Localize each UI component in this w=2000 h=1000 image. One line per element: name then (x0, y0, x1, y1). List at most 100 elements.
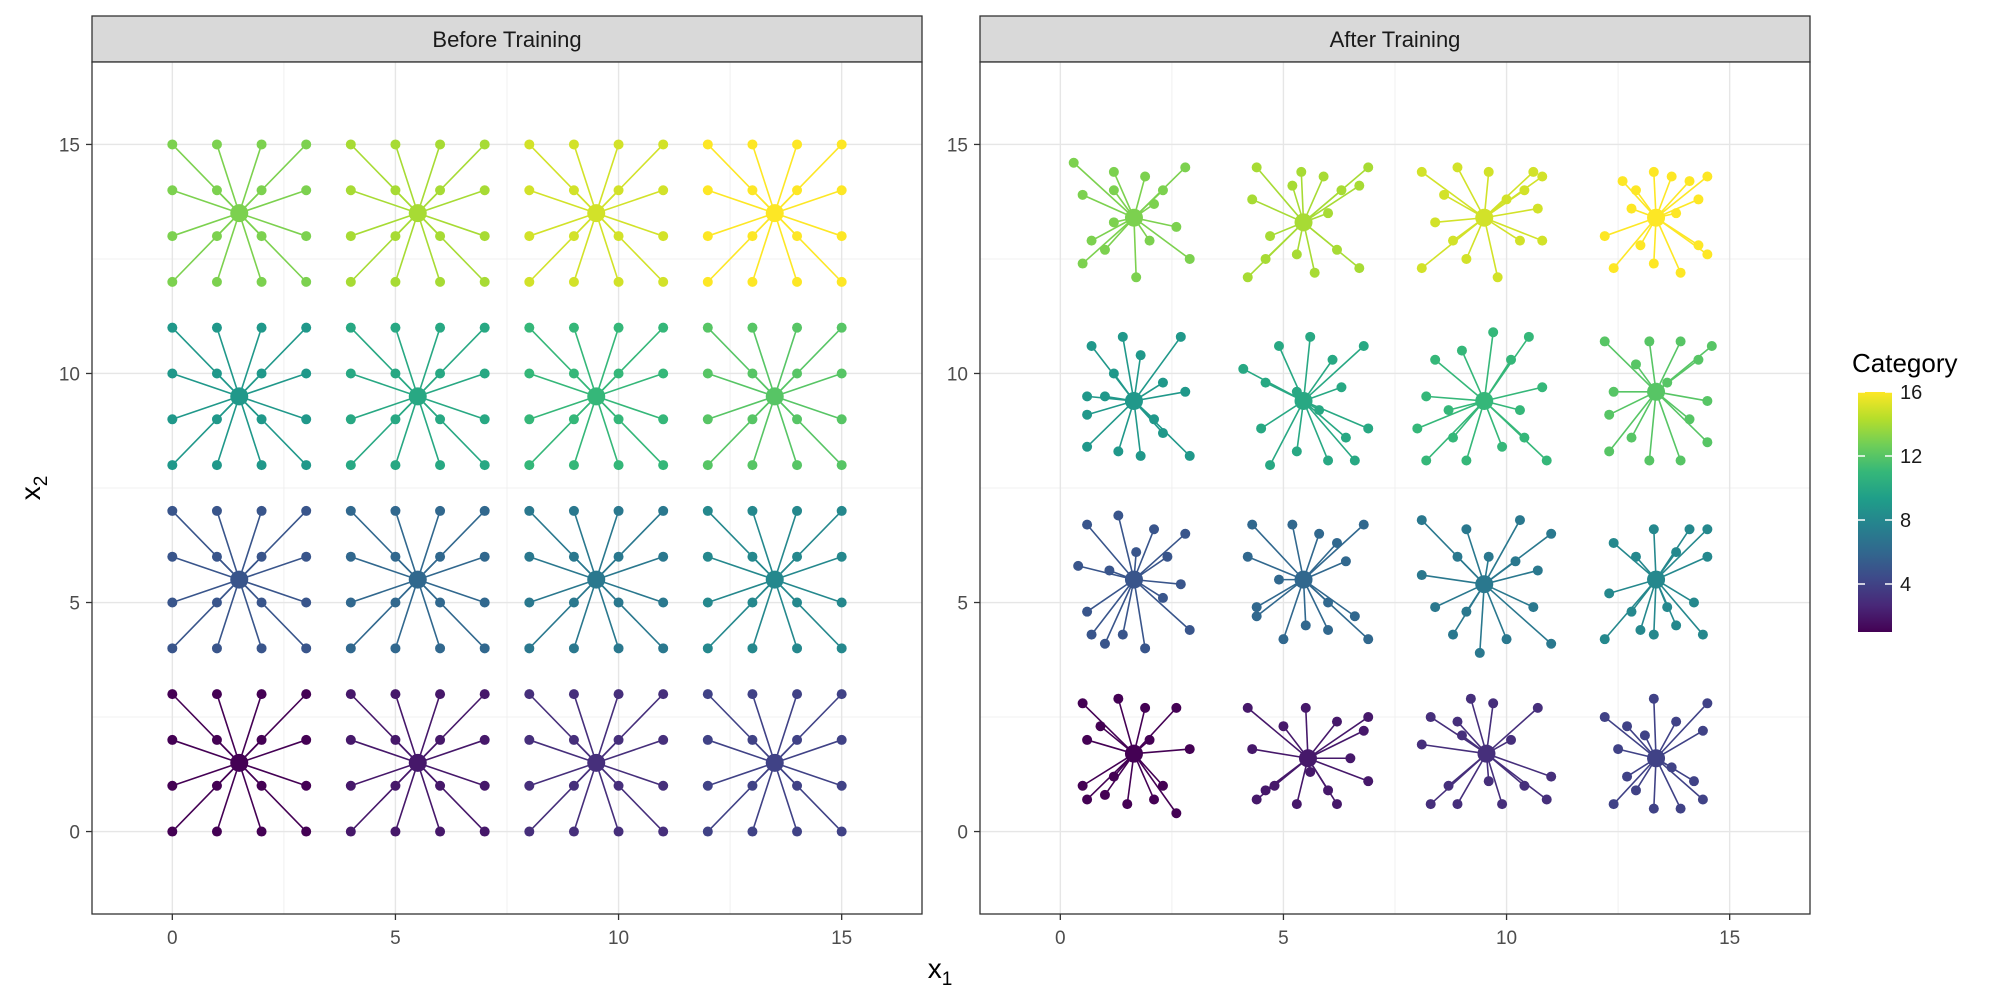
link-segment (238, 396, 263, 466)
data-point (1082, 606, 1093, 617)
link-segment (394, 762, 419, 832)
link-segment (1485, 707, 1539, 755)
cluster-category-3 (1416, 693, 1557, 810)
data-point (1474, 647, 1485, 658)
data-point (167, 139, 178, 150)
cluster-category-6 (345, 505, 490, 654)
link-segment (707, 762, 776, 787)
data-point (836, 139, 847, 150)
cluster-category-2 (345, 689, 490, 837)
link-segment (1302, 400, 1356, 462)
link-segment (1122, 336, 1135, 402)
cluster-category-10 (1238, 331, 1374, 471)
data-point (390, 231, 401, 242)
cluster-category-9 (167, 322, 312, 471)
link-segment (238, 555, 307, 581)
data-point (1323, 455, 1334, 466)
link-segment (1485, 753, 1548, 801)
link-segment (350, 212, 419, 237)
data-point (1439, 189, 1450, 200)
data-point (792, 780, 803, 791)
link-segment (417, 578, 485, 604)
data-point (1648, 258, 1659, 269)
link-segment (1483, 217, 1499, 278)
data-point (1099, 638, 1110, 649)
y-tick-label: 5 (957, 594, 968, 615)
data-layer (1068, 157, 1717, 819)
cluster-center (1475, 575, 1494, 594)
x-tick-label: 15 (831, 928, 852, 949)
data-point (1323, 785, 1334, 796)
data-point (1314, 528, 1325, 539)
link-segment (1073, 162, 1135, 219)
data-point (568, 689, 579, 700)
y-tick-label: 15 (59, 135, 80, 156)
data-point (256, 414, 267, 425)
data-point (1068, 157, 1079, 168)
link-segment (751, 327, 776, 397)
data-point (390, 551, 401, 562)
data-point (1461, 606, 1472, 617)
link-segment (595, 693, 664, 764)
link-segment (595, 510, 620, 580)
data-point (479, 780, 490, 791)
data-point (1117, 629, 1128, 640)
data-point (390, 689, 401, 700)
link-segment (1282, 579, 1305, 640)
data-point (1416, 263, 1427, 274)
data-point (1416, 166, 1427, 177)
data-point (1349, 611, 1360, 622)
data-point (1140, 643, 1151, 654)
data-point (1675, 455, 1686, 466)
data-point (1140, 702, 1151, 713)
data-point (1448, 629, 1459, 640)
data-point (1648, 803, 1659, 814)
link-segment (773, 579, 798, 649)
link-segment (707, 739, 776, 764)
data-point (345, 414, 356, 425)
data-point (1296, 166, 1307, 177)
data-point (524, 734, 535, 745)
data-point (568, 780, 579, 791)
data-point (1251, 611, 1262, 622)
cluster-center (1124, 744, 1143, 763)
link-segment (1104, 579, 1135, 645)
data-point (435, 551, 446, 562)
data-point (301, 460, 312, 471)
link-segment (1302, 579, 1369, 640)
link-segment (751, 510, 776, 580)
data-point (1144, 734, 1155, 745)
data-point (1456, 345, 1467, 356)
link-segment (707, 555, 776, 581)
link-segment (1302, 524, 1365, 581)
cluster-category-8 (702, 505, 847, 654)
link-segment (1307, 757, 1338, 805)
link-segment (595, 579, 620, 649)
data-point (1671, 208, 1682, 219)
cluster-center (587, 753, 606, 772)
data-point (792, 276, 803, 287)
cluster-category-15 (1416, 162, 1548, 283)
data-point (1541, 794, 1552, 805)
link-segment (707, 143, 776, 214)
link-segment (216, 396, 241, 466)
link-segment (1133, 528, 1155, 580)
data-point (345, 322, 356, 333)
data-point (1452, 716, 1463, 727)
data-point (211, 139, 222, 150)
data-point (702, 643, 713, 654)
cluster-center (408, 204, 427, 223)
link-segment (238, 327, 307, 397)
data-point (836, 460, 847, 471)
link-segment (1303, 221, 1360, 269)
link-segment (350, 327, 419, 397)
link-segment (773, 510, 798, 580)
link-segment (216, 762, 241, 832)
link-segment (172, 739, 240, 764)
link-segment (573, 212, 598, 283)
colorbar-label: 4 (1900, 574, 1911, 596)
link-segment (595, 212, 620, 283)
data-point (1443, 405, 1454, 416)
link-segment (238, 579, 263, 649)
data-point (1157, 428, 1168, 439)
